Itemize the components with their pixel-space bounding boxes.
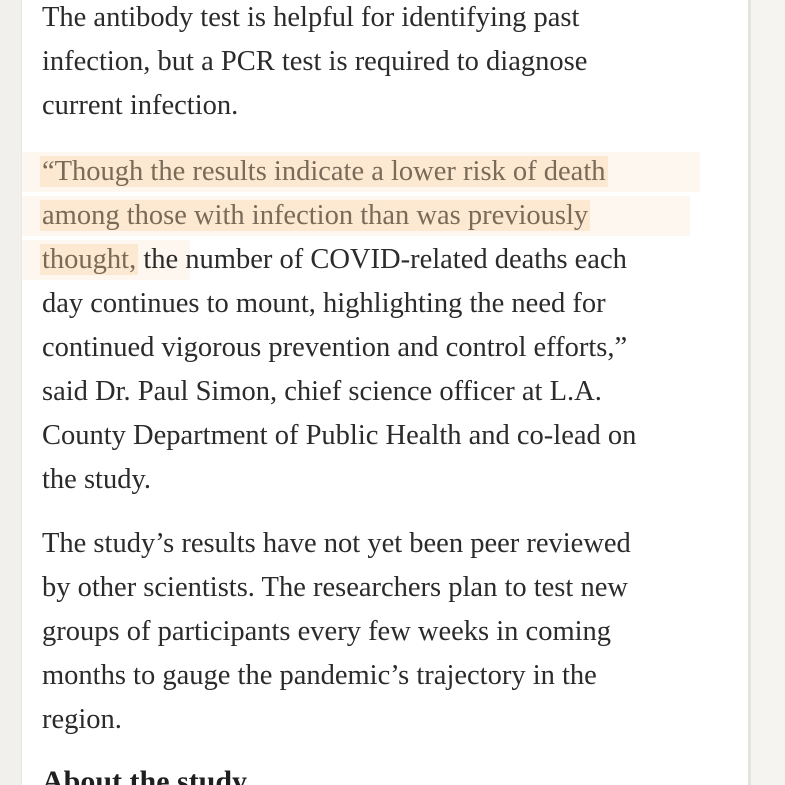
left-margin — [0, 0, 22, 785]
paragraph-line: infection, but a PCR test is required to… — [42, 46, 588, 77]
highlighted-text[interactable]: thought, — [40, 244, 139, 275]
right-margin — [748, 0, 785, 785]
paragraph-line: the study. — [42, 464, 151, 495]
paragraph-line: months to gauge the pandemic’s trajector… — [42, 660, 597, 691]
paragraph-line: County Department of Public Health and c… — [42, 420, 637, 451]
paragraph-line: by other scientists. The researchers pla… — [42, 572, 628, 603]
paragraph-line: current infection. — [42, 90, 239, 121]
paragraph-line: said Dr. Paul Simon, chief science offic… — [42, 376, 602, 407]
highlighted-text[interactable]: “Though the results indicate a lower ris… — [40, 156, 608, 187]
highlighted-text[interactable]: among those with infection than was prev… — [40, 200, 591, 231]
paragraph-line: groups of participants every few weeks i… — [42, 616, 612, 647]
paragraph-line: day continues to mount, highlighting the… — [42, 288, 606, 319]
section-heading: About the study — [42, 765, 248, 785]
paragraph-line: region. — [42, 704, 122, 735]
article-page: The antibody test is helpful for identif… — [22, 0, 748, 785]
paragraph-line: The study’s results have not yet been pe… — [42, 528, 631, 559]
paragraph-line: continued vigorous prevention and contro… — [42, 332, 628, 363]
paragraph-line: among those with infection than was prev… — [40, 194, 591, 238]
paragraph-line: The antibody test is helpful for identif… — [42, 2, 580, 33]
page-edge-shadow — [748, 0, 751, 785]
paragraph-line: thought, the number of COVID-related dea… — [40, 238, 627, 282]
quote-continuation: the number of COVID-related deaths each — [136, 244, 627, 275]
paragraph-line: “Though the results indicate a lower ris… — [40, 150, 608, 194]
